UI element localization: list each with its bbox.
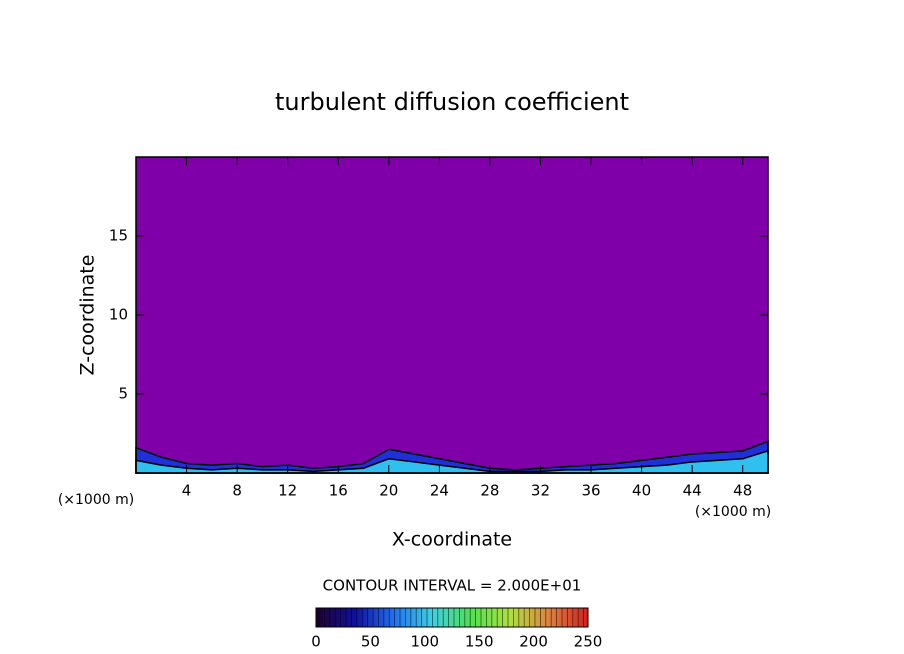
contour-note: CONTOUR INTERVAL = 2.000E+01 <box>323 577 582 595</box>
colorbar-tick-label: 50 <box>361 633 380 651</box>
y-tick-label: 10 <box>109 306 128 324</box>
x-tick-label: 44 <box>683 482 702 500</box>
colorbar-tick-label: 100 <box>410 633 439 651</box>
x-tick-label: 24 <box>430 482 449 500</box>
x-tick-label: 8 <box>232 482 242 500</box>
x-tick-label: 40 <box>632 482 651 500</box>
x-tick-label: 16 <box>329 482 348 500</box>
colorbar-tick-label: 200 <box>519 633 548 651</box>
colorbar-tick-label: 250 <box>574 633 603 651</box>
chart-title: turbulent diffusion coefficient <box>275 88 629 116</box>
colorbar-tick-label: 150 <box>465 633 494 651</box>
x-tick-label: 4 <box>182 482 192 500</box>
colorbar-tick-label: 0 <box>311 633 321 651</box>
y-tick-label: 15 <box>109 227 128 245</box>
x-tick-label: 28 <box>480 482 499 500</box>
x-tick-label: 36 <box>581 482 600 500</box>
x-tick-label: 32 <box>531 482 550 500</box>
x-tick-label: 48 <box>733 482 752 500</box>
y-tick-label: 5 <box>118 385 128 403</box>
x-axis-label: X-coordinate <box>392 529 512 551</box>
x-unit: (×1000 m) <box>58 492 134 508</box>
x-tick-label: 12 <box>278 482 297 500</box>
field-background <box>136 157 768 473</box>
x-unit: (×1000 m) <box>695 504 771 520</box>
x-tick-label: 20 <box>379 482 398 500</box>
y-axis-label: Z-coordinate <box>77 255 99 376</box>
